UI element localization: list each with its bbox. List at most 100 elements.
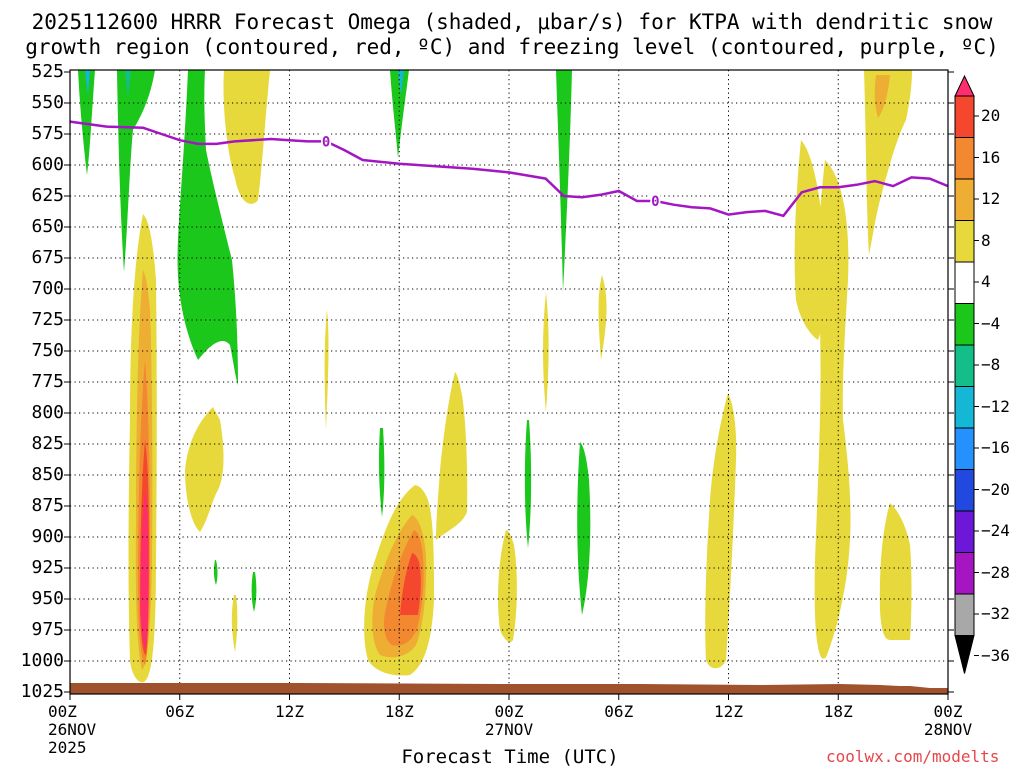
x-tick-label: 2025 — [48, 738, 87, 757]
omega-region-yellow — [324, 310, 329, 430]
omega-region-cyan — [85, 70, 90, 95]
x-axis-ticks — [69, 694, 949, 700]
y-tick-label: 725 — [31, 309, 64, 330]
omega-region-green — [177, 70, 238, 385]
x-tick-label: 27NOV — [484, 720, 534, 739]
omega-region-yellow — [814, 160, 851, 659]
y-tick-label: 875 — [31, 495, 64, 516]
omega-region-green — [213, 560, 218, 585]
x-tick-label: 12Z — [714, 702, 743, 721]
colorbar-segment — [954, 469, 975, 512]
colorbar-segment — [954, 510, 975, 553]
omega-region-green — [390, 70, 409, 158]
x-tick-label: 00Z — [933, 702, 963, 721]
y-tick-label: 800 — [31, 402, 64, 423]
x-tick-label: 06Z — [165, 702, 195, 721]
colorbar-segment — [954, 261, 975, 304]
omega-region-teal — [125, 70, 131, 98]
omega-region-magenta — [140, 490, 149, 648]
colorbar-label: −36 — [981, 645, 1010, 665]
colorbar-label: −32 — [981, 604, 1010, 623]
omega-region-cyan — [398, 70, 404, 95]
omega-region-yellow — [794, 140, 825, 340]
y-tick-label: 600 — [31, 154, 64, 175]
x-tick-label: 26NOV — [48, 720, 97, 739]
x-tick-label: 00Z — [48, 702, 77, 721]
omega-region-green — [556, 70, 572, 292]
colorbar-label: −16 — [981, 438, 1010, 457]
colorbar-label: −28 — [981, 562, 1010, 582]
y-tick-label: 750 — [31, 340, 64, 361]
terrain-strip — [70, 683, 948, 694]
omega-region-green — [78, 70, 95, 175]
freezing-label-bg — [321, 133, 332, 149]
omega-region-green — [378, 428, 385, 517]
y-tick-label: 775 — [31, 371, 64, 392]
omega-region-green — [251, 572, 257, 612]
omega-region-green — [524, 420, 532, 548]
y-tick-label: 525 — [31, 61, 64, 82]
freezing-level-label: 0 — [322, 134, 330, 150]
x-tick-label: 28NOV — [923, 720, 973, 739]
chart-title-line1: 2025112600 HRRR Forecast Omega (shaded, … — [31, 10, 993, 34]
freezing-level-label: 0 — [651, 194, 659, 210]
colorbar-segment — [954, 344, 975, 387]
freezing-level-line — [69, 120, 949, 218]
freezing-level-labels: 00 — [321, 133, 661, 210]
colorbar-segment — [954, 178, 975, 221]
omega-region-yellow — [185, 407, 224, 532]
x-tick-label: 12Z — [275, 702, 304, 721]
colorbar-label: −8 — [981, 355, 1001, 374]
omega-region-orange-yellow — [874, 75, 890, 118]
y-tick-label: 700 — [31, 278, 64, 299]
colorbar-top-triangle — [954, 74, 975, 97]
omega-region-red — [400, 553, 421, 615]
y-tick-label: 925 — [31, 557, 64, 578]
colorbar-segment — [954, 593, 975, 636]
y-tick-label: 675 — [31, 247, 64, 268]
y-axis-ticks — [64, 71, 954, 693]
omega-region-yellow — [223, 70, 270, 204]
omega-region-yellow — [436, 372, 468, 540]
colorbar-label: −24 — [981, 521, 1010, 540]
colorbar-label: 20 — [981, 106, 1001, 125]
x-axis-title: Forecast Time (UTC) — [401, 746, 619, 768]
y-tick-label: 850 — [31, 464, 64, 485]
chart-title-line2: growth region (contoured, red, ºC) and f… — [25, 35, 999, 59]
colorbar-label: 12 — [981, 189, 1001, 208]
y-tick-label: 625 — [31, 185, 64, 206]
y-tick-label: 825 — [31, 433, 64, 454]
omega-region-yellow — [498, 530, 517, 642]
colorbar-segment — [954, 137, 975, 180]
x-tick-label: 18Z — [823, 702, 853, 721]
y-tick-label: 550 — [31, 92, 64, 113]
colorbar-segment — [954, 303, 975, 346]
omega-region-yellow — [231, 595, 238, 652]
y-tick-label: 975 — [31, 619, 64, 640]
omega-region-yellow — [864, 70, 912, 255]
colorbar-label: 8 — [981, 230, 991, 250]
y-tick-label: 900 — [31, 526, 64, 547]
x-tick-label: 00Z — [494, 702, 524, 721]
colorbar-segment — [954, 220, 975, 263]
omega-region-green — [577, 442, 591, 615]
colorbar-label: 4 — [981, 272, 991, 291]
y-tick-label: 1025 — [20, 681, 64, 702]
colorbar-segment — [954, 95, 975, 138]
colorbar-segment — [954, 386, 975, 429]
colorbar-segment — [954, 552, 975, 595]
grid — [70, 70, 948, 694]
y-tick-label: 575 — [31, 123, 64, 144]
omega-region-yellow — [598, 275, 607, 360]
colorbar-segment — [954, 427, 975, 470]
freezing-label-bg — [650, 192, 661, 208]
source-credit: coolwx.com/modelts — [826, 747, 1000, 766]
y-tick-label: 1000 — [20, 650, 64, 671]
x-tick-label: 06Z — [604, 702, 634, 721]
colorbar — [954, 74, 979, 674]
y-tick-label: 650 — [31, 216, 64, 237]
colorbar-bottom-triangle — [954, 635, 975, 674]
colorbar-label: −20 — [981, 479, 1010, 499]
colorbar-label: −4 — [981, 313, 1001, 333]
